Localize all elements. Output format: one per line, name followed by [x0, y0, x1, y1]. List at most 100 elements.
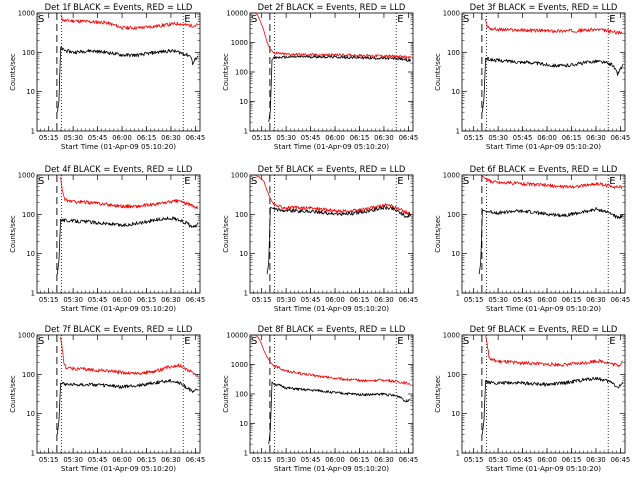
plot-2-x-tick-label: 05:45: [301, 134, 321, 142]
plot-8-y-axis-label: Counts/sec: [222, 375, 230, 413]
plot-3-x-axis-label: Start Time (01-Apr-09 05:10:20): [486, 142, 601, 151]
plot-3-frame: [461, 12, 626, 132]
plot-2-x-tick-label: 06:45: [399, 134, 419, 142]
plot-7-x-tick-label: 05:45: [88, 456, 108, 464]
plot-5-end-marker-label: E: [397, 176, 403, 187]
plot-6-y-axis-label: Counts/sec: [434, 215, 442, 253]
plot-9-x-tick-label: 05:45: [513, 456, 533, 464]
plot-5-y-axis-label: Counts/sec: [222, 215, 230, 253]
plot-4-y-tick-label: 1: [31, 290, 35, 298]
plot-2-series-lld: [253, 12, 411, 59]
plot-8-y-tick-label: 1000: [231, 361, 248, 369]
plot-9-x-tick-label: 05:15: [464, 456, 484, 464]
plot-5-x-tick-label: 06:00: [325, 296, 345, 304]
plot-8-x-tick-label: 06:15: [350, 456, 370, 464]
plot-9-x-axis-label: Start Time (01-Apr-09 05:10:20): [486, 464, 601, 473]
plot-5-title: Det 5f BLACK = Events, RED = LLD: [258, 164, 406, 174]
plot-8-x-tick-label: 05:15: [252, 456, 272, 464]
plot-6-end-marker-label: E: [609, 176, 615, 187]
plot-3-x-tick-label: 05:45: [513, 134, 533, 142]
plot-6-x-tick-label: 05:45: [513, 296, 533, 304]
plot-1-frame: [36, 12, 201, 132]
plot-6-x-tick-label: 06:00: [537, 296, 557, 304]
plot-2-y-tick-label: 10000: [226, 10, 248, 18]
plot-1-y-axis-label: Counts/sec: [9, 53, 17, 91]
plot-3-end-marker-label: E: [609, 14, 615, 25]
plot-7-frame: [36, 334, 201, 454]
plot-5-y-tick-label: 100: [235, 211, 248, 219]
plot-2-y-axis-label: Counts/sec: [222, 53, 230, 91]
plot-8-y-tick-label: 100: [235, 391, 248, 399]
plot-2-y-tick-label: 100: [235, 69, 248, 77]
plot-3-y-tick-label: 1000: [443, 10, 460, 18]
plot-6-x-tick-label: 06:15: [562, 296, 582, 304]
plot-5-x-tick-label: 05:15: [252, 296, 272, 304]
plot-1-y-tick-label: 1: [31, 128, 35, 136]
plot-9-series-events: [482, 376, 623, 435]
plot-4-start-marker-label: S: [38, 176, 44, 187]
plot-2-series-events: [268, 55, 411, 123]
plot-7-x-tick-label: 06:45: [186, 456, 206, 464]
plot-9-y-tick-label: 1: [456, 450, 460, 458]
plot-2-x-tick-label: 06:15: [350, 134, 370, 142]
plot-6-title: Det 6f BLACK = Events, RED = LLD: [470, 164, 618, 174]
plot-4-end-marker-label: E: [184, 176, 190, 187]
plot-8-y-tick-label: 10: [239, 420, 248, 428]
plot-2-y-tick-label: 10: [239, 98, 248, 106]
plot-7-y-tick-label: 10: [26, 410, 35, 418]
plot-7-y-tick-label: 100: [22, 371, 35, 379]
plot-8-x-tick-label: 06:30: [374, 456, 394, 464]
plot-8-y-tick-label: 1: [244, 450, 248, 458]
plot-9-x-tick-label: 06:00: [537, 456, 557, 464]
plot-6-y-tick-label: 1: [456, 290, 460, 298]
plot-7-series-events: [57, 379, 198, 435]
plot-1-x-tick-label: 05:45: [88, 134, 108, 142]
plot-2-x-tick-label: 05:15: [252, 134, 272, 142]
plot-5-x-tick-label: 05:30: [276, 296, 296, 304]
plot-5-x-tick-label: 06:15: [350, 296, 370, 304]
plot-5-y-tick-label: 1000: [231, 172, 248, 180]
plot-6-x-tick-label: 06:45: [611, 296, 631, 304]
plot-2-start-marker-label: S: [251, 14, 257, 25]
plot-9-x-tick-label: 06:45: [611, 456, 631, 464]
plot-1-x-tick-label: 05:30: [63, 134, 83, 142]
plot-5-series-events: [266, 205, 411, 275]
plot-5-start-marker-label: S: [251, 176, 257, 187]
plot-6-series-events: [478, 207, 623, 275]
plot-1-x-tick-label: 06:00: [112, 134, 132, 142]
plot-4-x-tick-label: 06:30: [161, 296, 181, 304]
plot-9-title: Det 9f BLACK = Events, RED = LLD: [470, 324, 618, 334]
plot-7-x-tick-label: 06:30: [161, 456, 181, 464]
plot-3-x-tick-label: 06:15: [562, 134, 582, 142]
plot-8-series-lld: [253, 334, 411, 386]
plot-8-x-tick-label: 06:45: [399, 456, 419, 464]
plot-3-y-axis-label: Counts/sec: [434, 53, 442, 91]
plot-6-y-tick-label: 10: [451, 250, 460, 258]
plot-2-frame: [249, 12, 414, 132]
plot-4-x-axis-label: Start Time (01-Apr-09 05:10:20): [61, 304, 176, 313]
plot-1-x-tick-label: 06:45: [186, 134, 206, 142]
plot-2-x-tick-label: 06:00: [325, 134, 345, 142]
plot-1-start-marker-label: S: [38, 14, 44, 25]
plot-7-series-lld: [60, 336, 198, 377]
plot-8-x-tick-label: 06:00: [325, 456, 345, 464]
plot-4-y-tick-label: 10: [26, 250, 35, 258]
plot-2-y-tick-label: 1000: [231, 39, 248, 47]
plot-2-end-marker-label: E: [397, 14, 403, 25]
plot-8-title: Det 8f BLACK = Events, RED = LLD: [258, 324, 406, 334]
plot-7-start-marker-label: S: [38, 336, 44, 347]
plot-9-start-marker-label: S: [463, 336, 469, 347]
plot-3-x-tick-label: 05:30: [488, 134, 508, 142]
plot-7-y-tick-label: 1: [31, 450, 35, 458]
plot-7-end-marker-label: E: [184, 336, 190, 347]
plot-6-x-tick-label: 05:30: [488, 296, 508, 304]
plot-2-x-axis-label: Start Time (01-Apr-09 05:10:20): [274, 142, 389, 151]
plot-5-x-tick-label: 06:30: [374, 296, 394, 304]
plot-4-title: Det 4f BLACK = Events, RED = LLD: [45, 164, 193, 174]
plot-4-y-tick-label: 1000: [18, 172, 35, 180]
plot-5-x-tick-label: 05:45: [301, 296, 321, 304]
plot-6-x-axis-label: Start Time (01-Apr-09 05:10:20): [486, 304, 601, 313]
plot-4-x-tick-label: 05:30: [63, 296, 83, 304]
plot-1-y-tick-label: 1000: [18, 10, 35, 18]
